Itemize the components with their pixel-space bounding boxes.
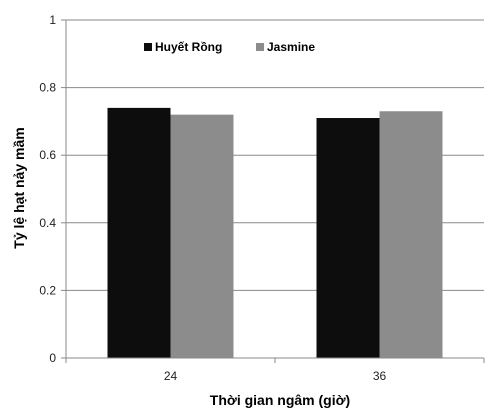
y-tick-label: 0.2 [39, 283, 56, 297]
y-axis-title: Tỷ lệ hạt nảy mầm [11, 127, 27, 248]
y-tick-label: 0 [49, 351, 56, 365]
legend-label: Jasmine [267, 40, 315, 54]
legend-swatch [144, 43, 152, 51]
y-tick-label: 1 [49, 13, 56, 27]
bar-huyết-rồng-36 [316, 118, 380, 359]
x-axis-title: Thời gian ngâm (giờ) [210, 392, 350, 408]
y-tick-label: 0.8 [39, 81, 56, 95]
y-tick-label: 0.4 [39, 216, 56, 230]
y-tick-label: 0.6 [39, 148, 56, 162]
bars [107, 107, 443, 359]
bar-jasmine-36 [379, 111, 443, 358]
x-tick-labels: 24 36 [65, 358, 485, 383]
legend-swatch [256, 43, 264, 51]
bar-huyết-rồng-24 [107, 107, 171, 358]
legend-label: Huyết Rồng [155, 40, 222, 54]
x-tick-label: 24 [164, 369, 178, 383]
y-tick-labels: 0 0.2 0.4 0.6 0.8 1 [39, 13, 66, 365]
x-tick-label: 36 [373, 369, 387, 383]
legend: Huyết Rồng Jasmine [144, 40, 315, 54]
bar-jasmine-24 [170, 114, 234, 358]
